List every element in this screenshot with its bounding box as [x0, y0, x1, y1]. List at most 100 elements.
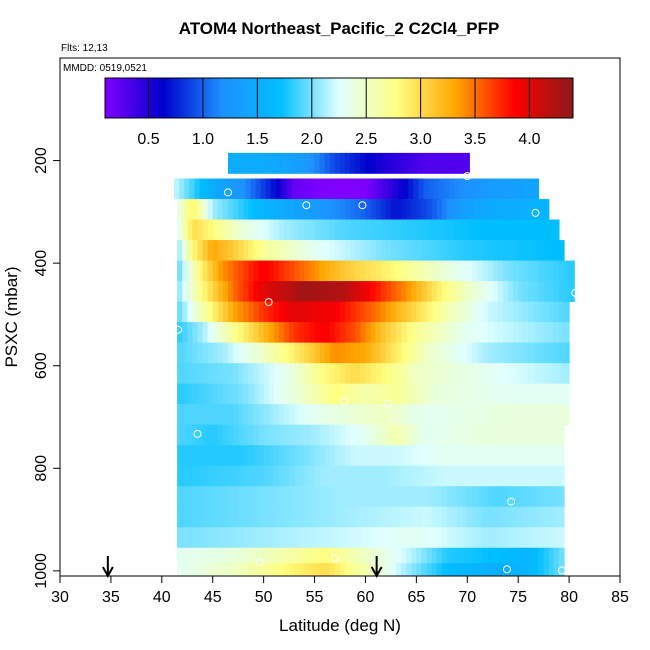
heatmap-cell — [416, 445, 423, 467]
heatmap-cell — [390, 465, 397, 487]
heatmap-cell — [197, 563, 204, 576]
heatmap-cell — [497, 547, 504, 569]
heatmap-cell — [324, 152, 331, 174]
heatmap-cell — [548, 486, 555, 508]
heatmap-cell — [316, 178, 323, 200]
heatmap-cell — [187, 527, 193, 549]
heatmap-cell — [467, 486, 473, 508]
heatmap-cell — [375, 342, 382, 364]
heatmap-cell — [263, 404, 270, 426]
heatmap-cell — [477, 465, 484, 487]
heatmap-cell — [355, 383, 361, 405]
heatmap-cell — [207, 465, 214, 487]
heatmap-cell — [543, 199, 550, 220]
heatmap-cell — [340, 219, 346, 241]
heatmap-cell — [416, 342, 423, 364]
heatmap-cell — [431, 301, 438, 323]
heatmap-cell — [518, 363, 524, 385]
heatmap-cell — [273, 563, 280, 576]
heatmap-cell — [482, 527, 489, 549]
heatmap-cell — [492, 199, 499, 220]
heatmap-cell — [558, 486, 565, 508]
heatmap-cell — [192, 342, 199, 364]
heatmap-cell — [446, 383, 453, 405]
heatmap-cell — [462, 404, 468, 426]
heatmap-cell — [355, 152, 361, 174]
heatmap-cell — [530, 178, 537, 200]
heatmap-cell — [457, 486, 463, 508]
heatmap-cell — [441, 465, 448, 487]
heatmap-cell — [375, 527, 382, 549]
heatmap-cell — [233, 219, 239, 241]
heatmap-cell — [263, 465, 270, 487]
heatmap-cell — [228, 342, 234, 364]
heatmap-cell — [406, 547, 412, 569]
heatmap-cell — [380, 506, 387, 528]
heatmap-cell — [284, 445, 290, 467]
heatmap-cell — [482, 404, 489, 426]
heatmap-cell — [182, 240, 188, 261]
heatmap-cell — [446, 424, 453, 446]
heatmap-cell — [350, 260, 356, 282]
heatmap-cell — [487, 240, 494, 261]
heatmap-cell — [182, 404, 188, 426]
heatmap-cell — [202, 281, 209, 303]
heatmap-cell — [492, 547, 499, 569]
heatmap-cell — [446, 363, 453, 385]
heatmap-cell — [396, 506, 402, 528]
heatmap-cell — [452, 219, 458, 241]
heatmap-cell — [324, 424, 331, 446]
sample-point — [503, 565, 511, 574]
heatmap-cell — [467, 404, 473, 426]
heatmap-cell — [253, 404, 260, 426]
heatmap-cell — [426, 486, 433, 508]
heatmap-cell — [217, 322, 224, 344]
heatmap-cell — [212, 563, 219, 576]
heatmap-cell — [487, 465, 494, 487]
heatmap-cell — [446, 465, 453, 487]
heatmap-cell — [365, 527, 372, 549]
heatmap-cell — [502, 445, 509, 467]
sample-points — [173, 172, 580, 575]
heatmap-cell — [365, 240, 372, 261]
heatmap-cell — [497, 465, 504, 487]
heatmap-cell — [350, 445, 356, 467]
heatmap-cell — [523, 301, 529, 323]
heatmap-cell — [446, 506, 453, 528]
heatmap-cell — [385, 152, 392, 174]
heatmap-cell — [431, 363, 438, 385]
heatmap-cell — [238, 424, 244, 446]
heatmap-cell — [299, 152, 305, 174]
heatmap-cell — [380, 322, 387, 344]
heatmap-cell — [502, 219, 509, 241]
heatmap-cell — [304, 219, 311, 241]
heatmap-cell — [497, 219, 504, 241]
heatmap-cell — [263, 506, 270, 528]
heatmap-cell — [441, 506, 448, 528]
heatmap-cell — [406, 465, 412, 487]
heatmap-cell — [406, 322, 412, 344]
chart-title: ATOM4 Northeast_Pacific_2 C2Cl4_PFP — [179, 19, 500, 38]
heatmap-cell — [508, 506, 514, 528]
colorbar-tick-label: 1.5 — [246, 131, 268, 148]
heatmap-cell — [553, 322, 560, 344]
heatmap-cell — [398, 178, 404, 200]
heatmap-cell — [280, 178, 287, 200]
heatmap-cell — [284, 424, 290, 446]
heatmap-cell — [492, 322, 499, 344]
heatmap-cell — [411, 404, 417, 426]
heatmap-cell — [543, 281, 550, 303]
heatmap-cell — [416, 527, 423, 549]
dates-label: MMDD: 0519,0521 — [63, 63, 147, 74]
heatmap-cell — [324, 465, 331, 487]
heatmap-cell — [518, 563, 524, 576]
heatmap-cell — [268, 219, 275, 241]
heatmap-cell — [452, 363, 458, 385]
heatmap-cell — [472, 506, 479, 528]
x-tick-label: 45 — [204, 589, 222, 606]
heatmap-cell — [452, 527, 458, 549]
heatmap-cell — [253, 281, 260, 303]
heatmap-cell — [304, 240, 311, 261]
heatmap-cell — [416, 260, 423, 282]
heatmap-cell — [380, 152, 387, 174]
